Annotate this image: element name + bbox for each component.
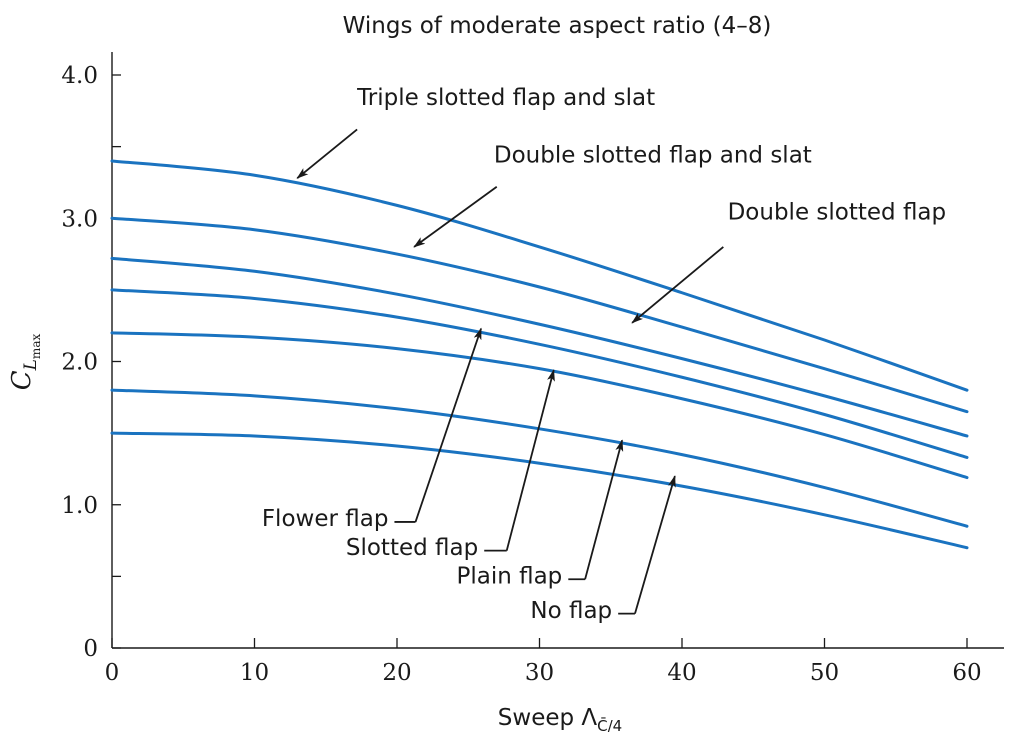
annotation-arrow-1 xyxy=(296,128,358,179)
y-tick-label: 4.0 xyxy=(61,63,98,89)
y-ticks: 0 1.0 2.0 3.0 4.0 xyxy=(61,63,121,662)
series-lines xyxy=(110,159,969,550)
x-tick-label: 60 xyxy=(952,660,981,686)
y-tick-label: 0 xyxy=(83,636,98,662)
y-axis-label-subsubscript: max xyxy=(29,334,43,360)
annotation-arrow-4 xyxy=(414,327,482,523)
x-axis-label-subscript: C̄/4 xyxy=(597,716,622,732)
y-tick-label: 1.0 xyxy=(61,493,98,519)
annotation-label-4: Flower flap xyxy=(262,506,389,532)
annotation-label-6: Plain flap xyxy=(456,564,562,590)
x-tick-label: 0 xyxy=(105,660,120,686)
series-line-4 xyxy=(110,288,969,459)
series-line-3 xyxy=(110,256,969,438)
series-line-1 xyxy=(110,159,969,392)
y-axis-label-main: C xyxy=(7,370,37,390)
series-line-6 xyxy=(110,388,969,528)
axes xyxy=(111,52,1004,649)
annotation-label-3: Double slotted flap xyxy=(728,200,947,226)
series-line-2 xyxy=(110,216,969,414)
x-tick-label: 20 xyxy=(382,660,411,686)
annotation-label-1: Triple slotted flap and slat xyxy=(356,85,655,111)
annotation-label-2: Double slotted flap and slat xyxy=(494,142,812,168)
series-line-7 xyxy=(110,431,969,550)
x-tick-label: 10 xyxy=(240,660,269,686)
annotation-arrow-7 xyxy=(634,475,676,614)
series-line-5 xyxy=(110,331,969,480)
annotation-label-7: No flap xyxy=(530,598,612,624)
x-tick-label: 50 xyxy=(810,660,839,686)
y-axis-label-subscript: L xyxy=(21,359,41,371)
x-tick-label: 40 xyxy=(667,660,696,686)
y-tick-label: 3.0 xyxy=(61,206,98,232)
annotation-arrow-5 xyxy=(505,369,555,551)
annotations: Triple slotted flap and slat Double slott… xyxy=(262,85,946,624)
y-tick-label: 2.0 xyxy=(61,350,98,376)
annotation-arrow-3 xyxy=(631,246,724,324)
annotation-arrow-6 xyxy=(584,439,624,580)
x-axis-label-main: Sweep Λ xyxy=(498,705,598,731)
annotation-arrow-2 xyxy=(413,186,498,248)
x-tick-label: 30 xyxy=(525,660,554,686)
annotation-label-5: Slotted flap xyxy=(346,535,478,561)
x-axis-label: Sweep ΛC̄/4 xyxy=(498,705,622,732)
x-ticks: 0 10 20 30 40 50 60 xyxy=(105,638,982,686)
y-axis-label: CLmax xyxy=(7,334,43,391)
chart-title: Wings of moderate aspect ratio (4–8) xyxy=(343,13,772,39)
